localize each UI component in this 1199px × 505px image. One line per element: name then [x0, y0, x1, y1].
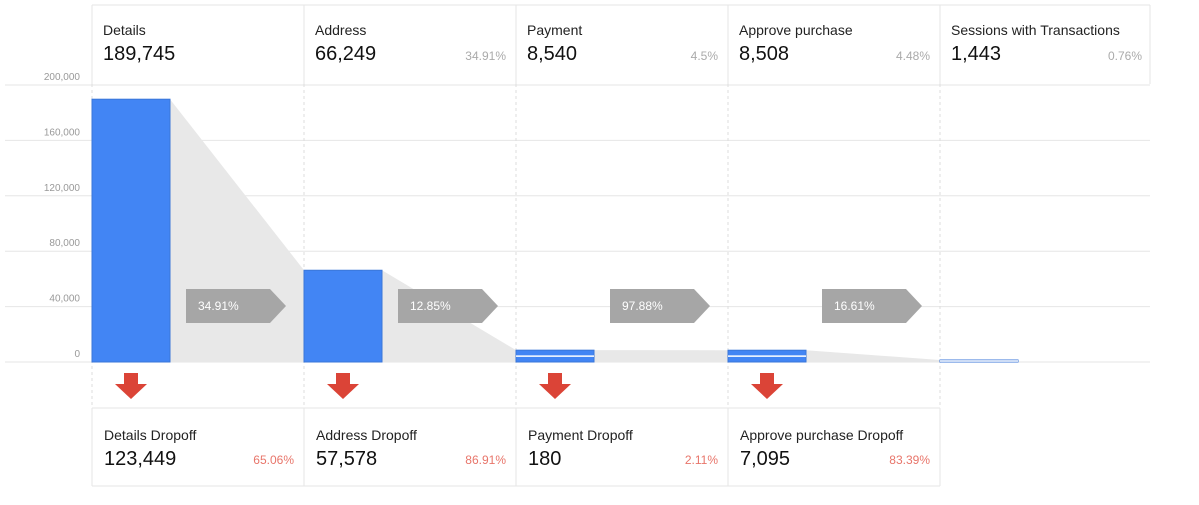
dropoff-percent: 83.39%: [889, 453, 930, 467]
y-tick-label: 200,000: [44, 72, 81, 83]
dropoff-arrow-icon: [751, 373, 783, 399]
step-value: 189,745: [103, 43, 175, 65]
dropoff-name: Address Dropoff: [316, 427, 417, 443]
step-name: Address: [315, 22, 366, 38]
dropoff-value: 57,578: [316, 448, 377, 470]
step-name: Payment: [527, 22, 582, 38]
y-tick-label: 0: [74, 349, 80, 360]
conversion-arrow-shape: [398, 289, 498, 323]
conversion-arrow: 34.91%: [186, 289, 286, 323]
step-bar-group: [939, 359, 1019, 363]
dropoff-value: 7,095: [740, 448, 790, 470]
y-tick-label: 40,000: [49, 294, 80, 305]
step-name: Sessions with Transactions: [951, 22, 1120, 38]
y-tick-label: 120,000: [44, 183, 81, 194]
conversion-rate-label: 12.85%: [410, 299, 451, 313]
down-arrow-icon: [539, 373, 571, 399]
conversion-arrow-shape: [186, 289, 286, 323]
down-arrow-icon: [751, 373, 783, 399]
step-bar-group: [727, 349, 807, 363]
dropoff-name: Payment Dropoff: [528, 427, 633, 443]
conversion-rate-label: 16.61%: [834, 299, 875, 313]
conversion-rate-label: 34.91%: [198, 299, 239, 313]
down-arrow-icon: [115, 373, 147, 399]
conversion-arrow-shape: [610, 289, 710, 323]
conversion-rate-label: 97.88%: [622, 299, 663, 313]
step-value: 8,540: [527, 43, 577, 65]
dropoff-arrow-icon: [115, 373, 147, 399]
step-bar-group: [91, 98, 171, 363]
step-bar: [91, 98, 171, 363]
funnel-connector: [594, 350, 728, 362]
step-percent: 4.48%: [896, 49, 930, 63]
step-value: 1,443: [951, 43, 1001, 65]
conversion-arrow-shape: [822, 289, 922, 323]
dropoff-value: 123,449: [104, 448, 176, 470]
step-name: Details: [103, 22, 146, 38]
y-tick-label: 80,000: [49, 238, 80, 249]
dropoff-value: 180: [528, 448, 561, 470]
funnel-connector: [806, 350, 940, 362]
step-value: 66,249: [315, 43, 376, 65]
dropoff-name: Approve purchase Dropoff: [740, 427, 903, 443]
dropoff-name: Details Dropoff: [104, 427, 196, 443]
step-percent: 0.76%: [1108, 49, 1142, 63]
conversion-arrow: 97.88%: [610, 289, 710, 323]
step-bar-group: [515, 349, 595, 363]
dropoff-percent: 65.06%: [253, 453, 294, 467]
dropoff-arrow-icon: [539, 373, 571, 399]
step-value: 8,508: [739, 43, 789, 65]
step-percent: 4.5%: [691, 49, 719, 63]
y-tick-label: 160,000: [44, 127, 81, 138]
dropoff-percent: 2.11%: [685, 453, 718, 467]
step-percent: 34.91%: [465, 49, 506, 63]
down-arrow-icon: [327, 373, 359, 399]
dropoff-arrow-icon: [327, 373, 359, 399]
step-bar: [303, 269, 383, 363]
step-name: Approve purchase: [739, 22, 853, 38]
conversion-arrow: 16.61%: [822, 289, 922, 323]
step-bar-group: [303, 269, 383, 363]
dropoff-percent: 86.91%: [465, 453, 506, 467]
conversion-arrow: 12.85%: [398, 289, 498, 323]
